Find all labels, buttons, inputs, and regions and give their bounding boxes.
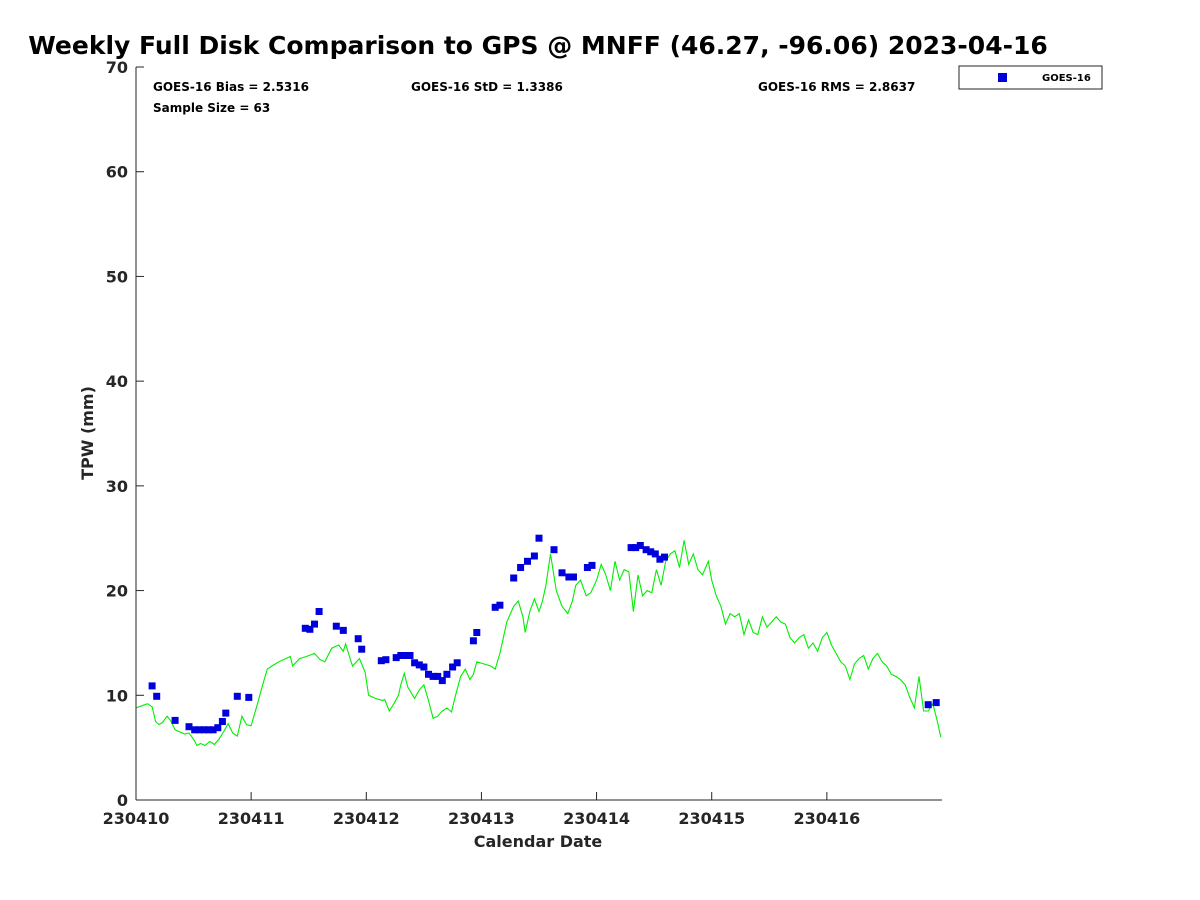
goes-16-point	[306, 625, 314, 633]
goes-16-point	[315, 608, 323, 615]
y-axis-label: TPW (mm)	[78, 386, 97, 480]
y-tick-label: 30	[106, 477, 128, 496]
goes-16-point	[535, 534, 543, 542]
goes-16-point	[392, 654, 400, 662]
x-tick-label: 230414	[563, 809, 630, 828]
goes-16-point	[354, 635, 362, 643]
x-tick-label: 230410	[103, 809, 170, 828]
goes-16-point	[588, 561, 596, 569]
goes-16-point	[171, 716, 179, 724]
goes-16-point	[449, 663, 457, 671]
goes-16-point	[510, 574, 518, 582]
goes-16-point	[420, 663, 428, 671]
goes-16-point	[185, 723, 193, 731]
gps-line	[135, 540, 942, 747]
legend-label: GOES-16	[1042, 73, 1091, 84]
goes-16-series	[148, 534, 940, 734]
goes-16-point	[443, 670, 451, 678]
std-stat: GOES-16 StD = 1.3386	[411, 80, 563, 94]
goes-16-point	[558, 569, 566, 577]
y-tick-label: 70	[106, 58, 128, 77]
goes-16-point	[218, 718, 226, 725]
goes-16-point	[406, 652, 414, 659]
x-axis-label: Calendar Date	[474, 832, 603, 851]
sample-size-stat: Sample Size = 63	[153, 101, 270, 115]
goes-16-point	[205, 726, 212, 734]
goes-16-point	[932, 699, 940, 707]
x-tick-label: 230416	[793, 809, 860, 828]
goes-16-point	[377, 657, 385, 665]
y-tick-label: 10	[106, 686, 128, 705]
goes-16-point	[524, 557, 531, 565]
y-tick-label: 60	[106, 163, 128, 182]
y-tick-label: 0	[117, 791, 128, 810]
chart-title: Weekly Full Disk Comparison to GPS @ MNF…	[28, 31, 1048, 60]
goes-16-point	[434, 672, 442, 680]
goes-16-point	[358, 645, 366, 653]
goes-16-point	[469, 637, 477, 645]
goes-16-point	[924, 701, 932, 709]
goes-16-point	[148, 682, 156, 690]
goes-16-point	[222, 709, 230, 717]
goes-16-point	[245, 693, 253, 701]
goes-16-point	[301, 624, 309, 632]
goes-16-point	[656, 555, 664, 563]
goes-16-point	[453, 659, 461, 667]
goes-16-point	[415, 661, 423, 669]
goes-16-point	[233, 692, 241, 700]
goes-16-point	[583, 564, 591, 571]
goes-16-point	[651, 550, 659, 558]
goes-16-point	[200, 726, 208, 734]
goes-16-point	[153, 692, 161, 700]
goes-16-point	[214, 724, 222, 732]
goes-16-point	[530, 552, 538, 560]
x-axis-ticks: 230410 230411 230412 230413 230414 230415 2304…	[103, 792, 860, 828]
goes-16-point	[565, 573, 573, 581]
goes-16-point	[661, 553, 668, 561]
goes-16-point	[627, 544, 635, 552]
goes-16-point	[311, 620, 318, 628]
goes-16-point	[636, 542, 644, 549]
goes-16-point	[339, 626, 347, 634]
goes-16-point	[570, 573, 577, 581]
legend-marker	[998, 73, 1007, 82]
x-tick-label: 230415	[678, 809, 745, 828]
goes-16-point	[411, 659, 419, 667]
x-tick-label: 230413	[448, 809, 515, 828]
x-tick-label: 230411	[218, 809, 285, 828]
goes-16-point	[382, 656, 390, 664]
y-axis-ticks: 0 10 20 30 40 50 60 70	[106, 58, 144, 810]
goes-16-point	[473, 629, 481, 636]
goes-16-point	[632, 544, 640, 552]
y-tick-label: 40	[106, 372, 128, 391]
rms-stat: GOES-16 RMS = 2.8637	[758, 80, 915, 94]
goes-16-point	[332, 622, 340, 630]
legend: GOES-16	[958, 65, 1103, 90]
bias-stat: GOES-16 Bias = 2.5316	[153, 80, 309, 94]
y-tick-label: 50	[106, 267, 128, 286]
goes-16-point	[195, 726, 203, 734]
plot-background	[136, 67, 942, 800]
y-tick-label: 20	[106, 582, 128, 601]
goes-16-point	[429, 672, 437, 680]
goes-16-point	[491, 603, 499, 611]
goes-16-point	[191, 726, 199, 734]
plot-area: 0 10 20 30 40 50 60 70 230410 230411 230412 230413…	[103, 58, 942, 828]
x-tick-label: 230412	[333, 809, 400, 828]
legend-box	[958, 65, 1103, 90]
goes-16-point	[517, 564, 525, 571]
goes-16-point	[550, 546, 558, 554]
goes-16-point	[438, 677, 446, 685]
goes-16-point	[401, 652, 409, 659]
goes-16-point	[496, 601, 504, 609]
goes-16-point	[209, 726, 217, 734]
goes-16-point	[647, 548, 655, 556]
goes-16-point	[642, 546, 650, 554]
gps-series	[135, 540, 942, 747]
goes-16-point	[397, 652, 405, 659]
goes-16-point	[425, 670, 432, 678]
